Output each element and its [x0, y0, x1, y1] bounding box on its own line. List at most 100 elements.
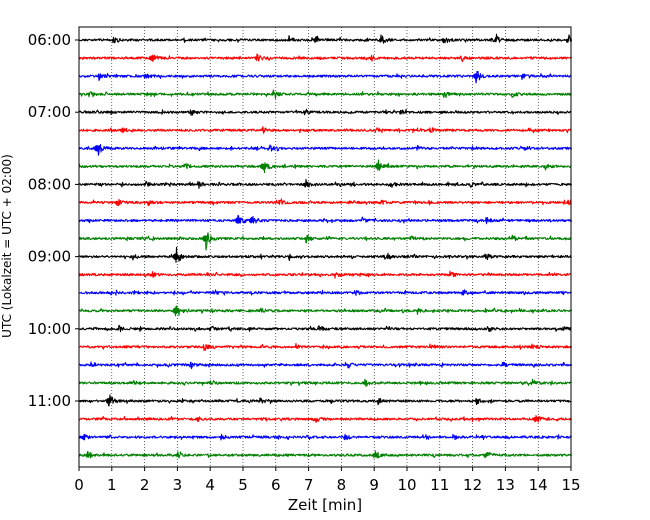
- x-tick-label: 7: [304, 476, 314, 494]
- trace-1145: [78, 450, 573, 459]
- event-marker: [248, 218, 254, 223]
- event-marker: [379, 38, 383, 42]
- event-marker: [362, 381, 366, 385]
- event-marker: [150, 273, 153, 276]
- event-marker: [487, 327, 491, 330]
- event-marker: [451, 436, 454, 439]
- trace-0630: [78, 70, 572, 84]
- x-tick-label: 3: [173, 476, 183, 494]
- trace-0745: [78, 159, 572, 174]
- trace-1045: [78, 378, 572, 387]
- event-marker: [442, 93, 445, 96]
- event-marker: [520, 75, 523, 78]
- y-tick-label: 06:00: [28, 31, 71, 49]
- event-marker: [360, 219, 363, 222]
- event-marker: [372, 453, 376, 457]
- trace-1000: [78, 324, 572, 333]
- x-tick-label: 6: [271, 476, 281, 494]
- event-marker: [87, 92, 91, 96]
- event-marker: [172, 307, 179, 314]
- event-marker: [428, 129, 432, 132]
- event-marker: [294, 345, 297, 348]
- event-marker: [143, 183, 147, 186]
- x-tick-label: 8: [337, 476, 347, 494]
- event-marker: [382, 255, 386, 258]
- event-marker: [494, 38, 497, 42]
- event-marker: [530, 381, 533, 385]
- x-tick-label: 13: [496, 476, 515, 494]
- event-marker: [375, 163, 380, 169]
- event-marker: [112, 38, 115, 42]
- event-marker: [473, 73, 479, 79]
- event-marker: [234, 217, 242, 224]
- event-marker: [510, 93, 514, 96]
- x-tick-label: 10: [397, 476, 416, 494]
- event-marker: [212, 291, 215, 294]
- event-marker: [287, 38, 291, 42]
- x-tick-label: 5: [238, 476, 248, 494]
- event-marker: [218, 436, 222, 439]
- event-marker: [379, 201, 382, 204]
- trace-0930: [78, 289, 572, 296]
- x-tick-label: 1: [107, 476, 117, 494]
- trace-0730: [78, 144, 573, 156]
- event-marker: [105, 398, 112, 404]
- y-tick-label: 08:00: [28, 175, 71, 193]
- trace-1115: [78, 414, 572, 423]
- event-marker: [448, 273, 451, 276]
- event-marker: [484, 219, 487, 222]
- event-marker: [501, 363, 504, 366]
- trace-0715: [78, 126, 572, 134]
- trace-0700: [78, 108, 572, 116]
- event-marker: [369, 57, 372, 60]
- x-tick-label: 4: [205, 476, 215, 494]
- event-marker: [278, 201, 281, 204]
- event-marker: [468, 183, 471, 186]
- event-marker: [148, 55, 154, 61]
- trace-0800: [78, 178, 573, 189]
- event-marker: [85, 453, 89, 457]
- event-marker: [461, 291, 464, 294]
- trace-1100: [78, 394, 572, 407]
- event-marker: [258, 309, 261, 312]
- event-marker: [117, 327, 120, 330]
- event-marker: [189, 363, 192, 366]
- event-marker: [271, 92, 274, 96]
- event-marker: [333, 273, 336, 276]
- x-axis-ticks: 0 1 2 3 4 5 6 7 8 9 10 11 12 13 14 15: [74, 467, 581, 494]
- event-marker: [510, 237, 514, 240]
- y-tick-label: 11:00: [28, 392, 71, 410]
- x-tick-label: 12: [463, 476, 482, 494]
- event-marker: [202, 235, 209, 242]
- event-marker: [399, 111, 402, 114]
- vertical-gridlines: [111, 27, 539, 467]
- event-marker: [89, 363, 92, 366]
- event-marker: [120, 129, 123, 132]
- event-marker: [353, 291, 356, 294]
- event-marker: [530, 345, 533, 348]
- trace-0900: [78, 246, 572, 263]
- y-axis-label: UTC (Lokalzeit = UTC + 02:00): [0, 154, 14, 338]
- x-tick-label: 14: [529, 476, 548, 494]
- event-marker: [259, 163, 266, 170]
- event-marker: [93, 145, 101, 152]
- event-marker: [458, 57, 461, 60]
- event-marker: [130, 381, 133, 385]
- event-marker: [146, 201, 149, 204]
- event-marker: [130, 255, 133, 258]
- trace-0945: [78, 305, 573, 317]
- event-marker: [343, 436, 346, 439]
- x-tick-label: 0: [74, 476, 84, 494]
- event-marker: [317, 327, 320, 330]
- event-marker: [196, 418, 199, 421]
- event-marker: [415, 309, 418, 312]
- event-marker: [114, 200, 119, 205]
- x-tick-label: 15: [561, 476, 580, 494]
- seismic-traces: [78, 33, 573, 459]
- trace-0830: [78, 214, 573, 225]
- axes-frame: [78, 26, 572, 468]
- y-tick-label: 09:00: [28, 248, 71, 266]
- trace-0615: [78, 53, 573, 63]
- event-marker: [261, 129, 264, 132]
